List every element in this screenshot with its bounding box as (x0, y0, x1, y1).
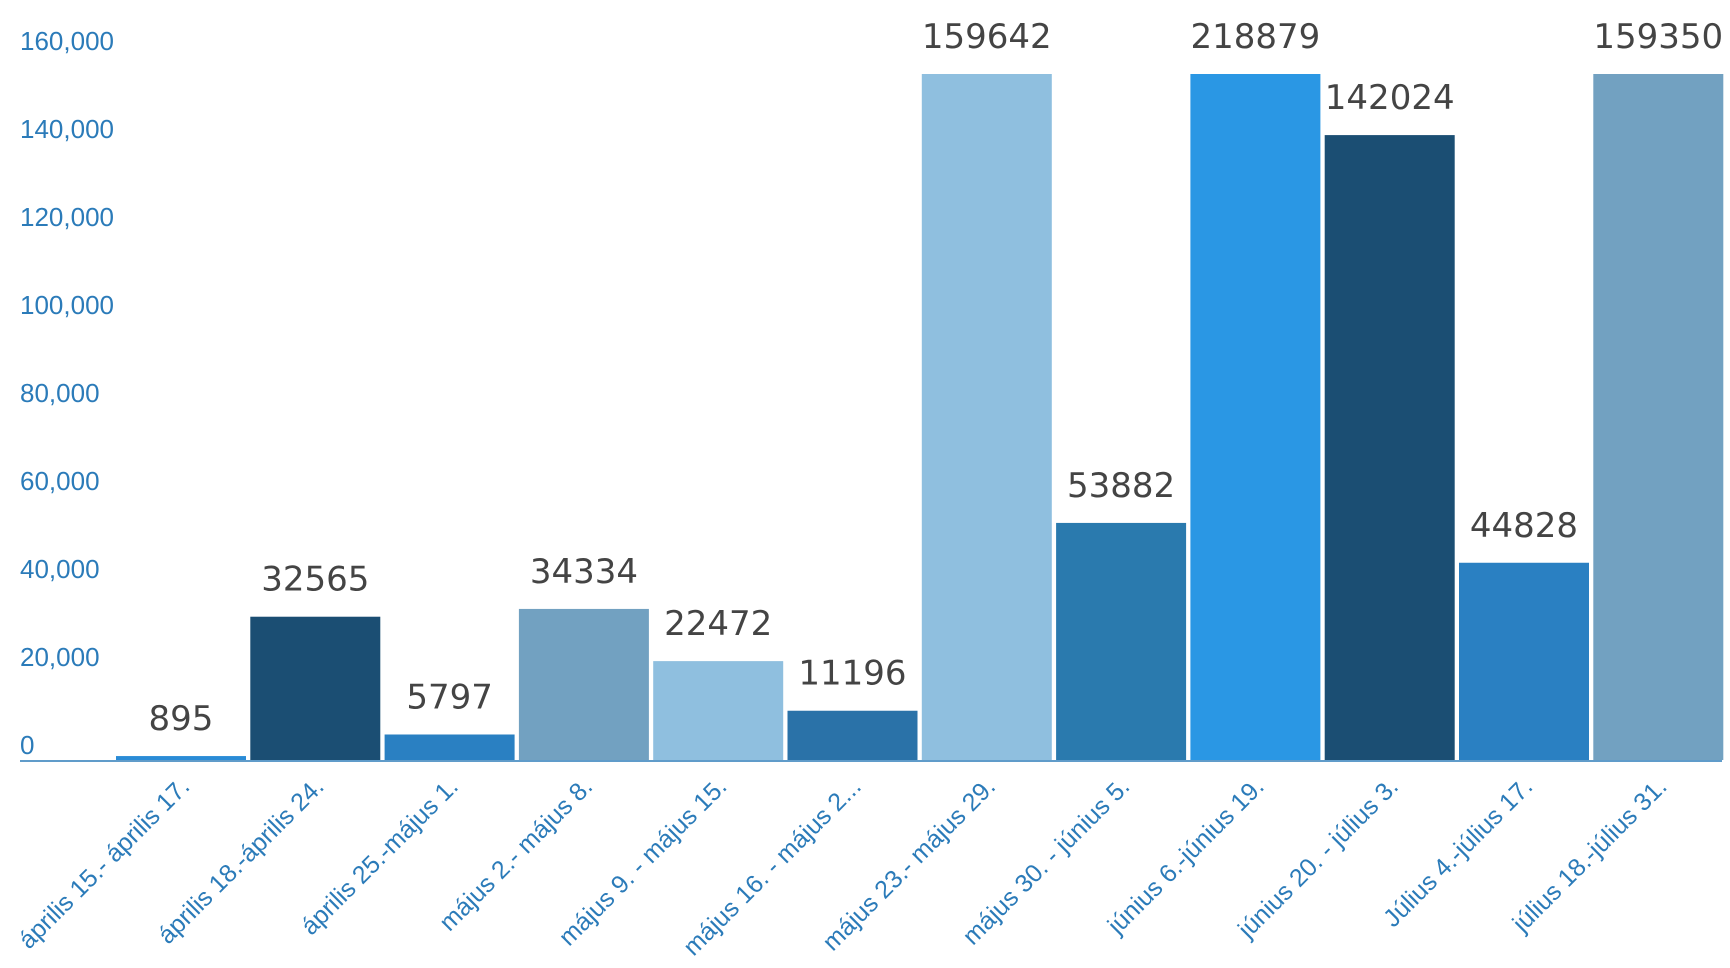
y-tick-label: 120,000 (20, 202, 114, 232)
bar (384, 734, 515, 760)
data-label: 44828 (1470, 506, 1578, 546)
data-label: 32565 (261, 560, 369, 600)
bar (250, 616, 381, 760)
bar (518, 608, 649, 760)
data-label: 5797 (406, 677, 493, 717)
y-axis: 0 20,000 40,000 60,000 80,000 100,000 120,000 1… (20, 26, 114, 760)
data-label: 159350 (1593, 17, 1723, 57)
y-tick-label: 60,000 (20, 466, 100, 496)
bar (1593, 74, 1724, 760)
data-label: 218879 (1191, 17, 1321, 57)
bars (116, 74, 1724, 760)
data-label: 142024 (1325, 78, 1455, 118)
data-labels: 895 32565 5797 34334 22472 11196 159642 53882 21… (149, 17, 1724, 739)
bar (653, 661, 784, 760)
data-label: 22472 (664, 604, 772, 644)
y-tick-label: 0 (20, 730, 34, 760)
y-tick-label: 160,000 (20, 26, 114, 56)
x-tick-label: Július 4.-július 17. (1378, 772, 1538, 932)
data-label: 159642 (922, 17, 1052, 57)
data-label: 11196 (798, 654, 906, 694)
y-tick-label: 100,000 (20, 290, 114, 320)
bar (116, 756, 246, 760)
bar (1056, 522, 1187, 760)
bar (1324, 135, 1455, 760)
data-label: 895 (149, 699, 214, 739)
bar (1190, 74, 1321, 760)
data-label: 53882 (1067, 466, 1175, 506)
y-tick-label: 140,000 (20, 114, 114, 144)
bar (787, 710, 918, 760)
y-tick-label: 20,000 (20, 642, 100, 672)
bar (1459, 562, 1589, 760)
bar (921, 74, 1052, 760)
x-axis: április 15.- április 17.április 18.-ápri… (13, 772, 1672, 961)
y-tick-label: 80,000 (20, 378, 100, 408)
y-tick-label: 40,000 (20, 554, 100, 584)
data-label: 34334 (530, 552, 638, 592)
